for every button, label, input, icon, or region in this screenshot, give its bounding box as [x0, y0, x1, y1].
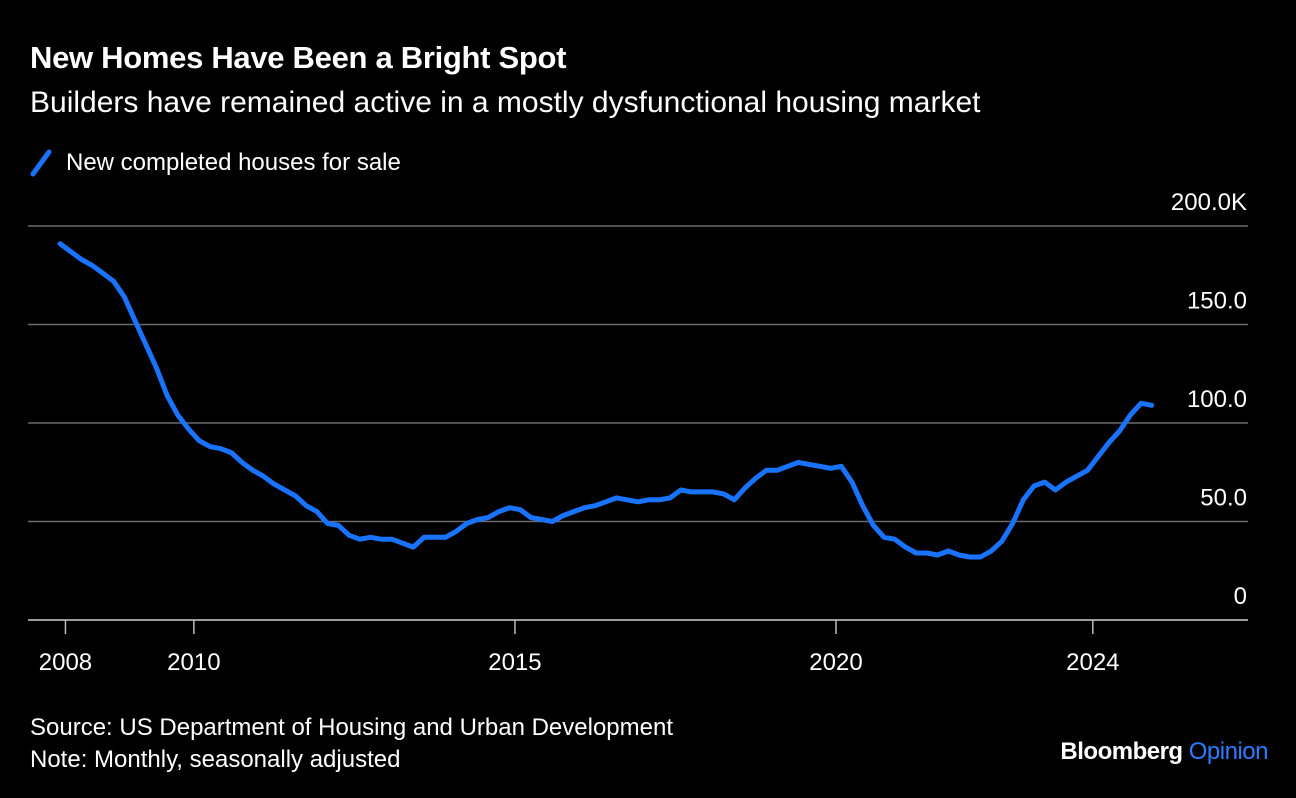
source-note: Source: US Department of Housing and Urb…	[30, 714, 674, 741]
brand-section: Opinion	[1188, 738, 1269, 765]
chart-subtitle: Builders have remained active in a mostl…	[30, 86, 981, 119]
chart-title: New Homes Have Been a Bright Spot	[30, 40, 567, 75]
methodology-note: Note: Monthly, seasonally adjusted	[30, 746, 401, 773]
chart-footer: Source: US Department of Housing and Urb…	[30, 712, 673, 776]
y-tick-label: 100.0	[1187, 386, 1247, 413]
series-line	[57, 241, 1155, 560]
brand-logo: Bloomberg Opinion	[1060, 738, 1268, 766]
legend-line-swatch	[30, 149, 52, 177]
x-tick-label: 2024	[1066, 649, 1119, 676]
y-tick-label: 150.0	[1187, 288, 1247, 315]
brand-name: Bloomberg	[1060, 738, 1183, 765]
x-tick-label: 2015	[488, 649, 541, 676]
x-tick-label: 2020	[809, 649, 862, 676]
y-tick-label: 200.0K	[1171, 189, 1247, 216]
x-tick-label: 2010	[167, 649, 220, 676]
x-tick-label: 2008	[39, 649, 92, 676]
y-tick-label: 0	[1234, 583, 1247, 610]
legend: New completed houses for sale	[30, 148, 401, 178]
legend-label: New completed houses for sale	[66, 149, 401, 176]
y-tick-label: 50.0	[1200, 485, 1247, 512]
